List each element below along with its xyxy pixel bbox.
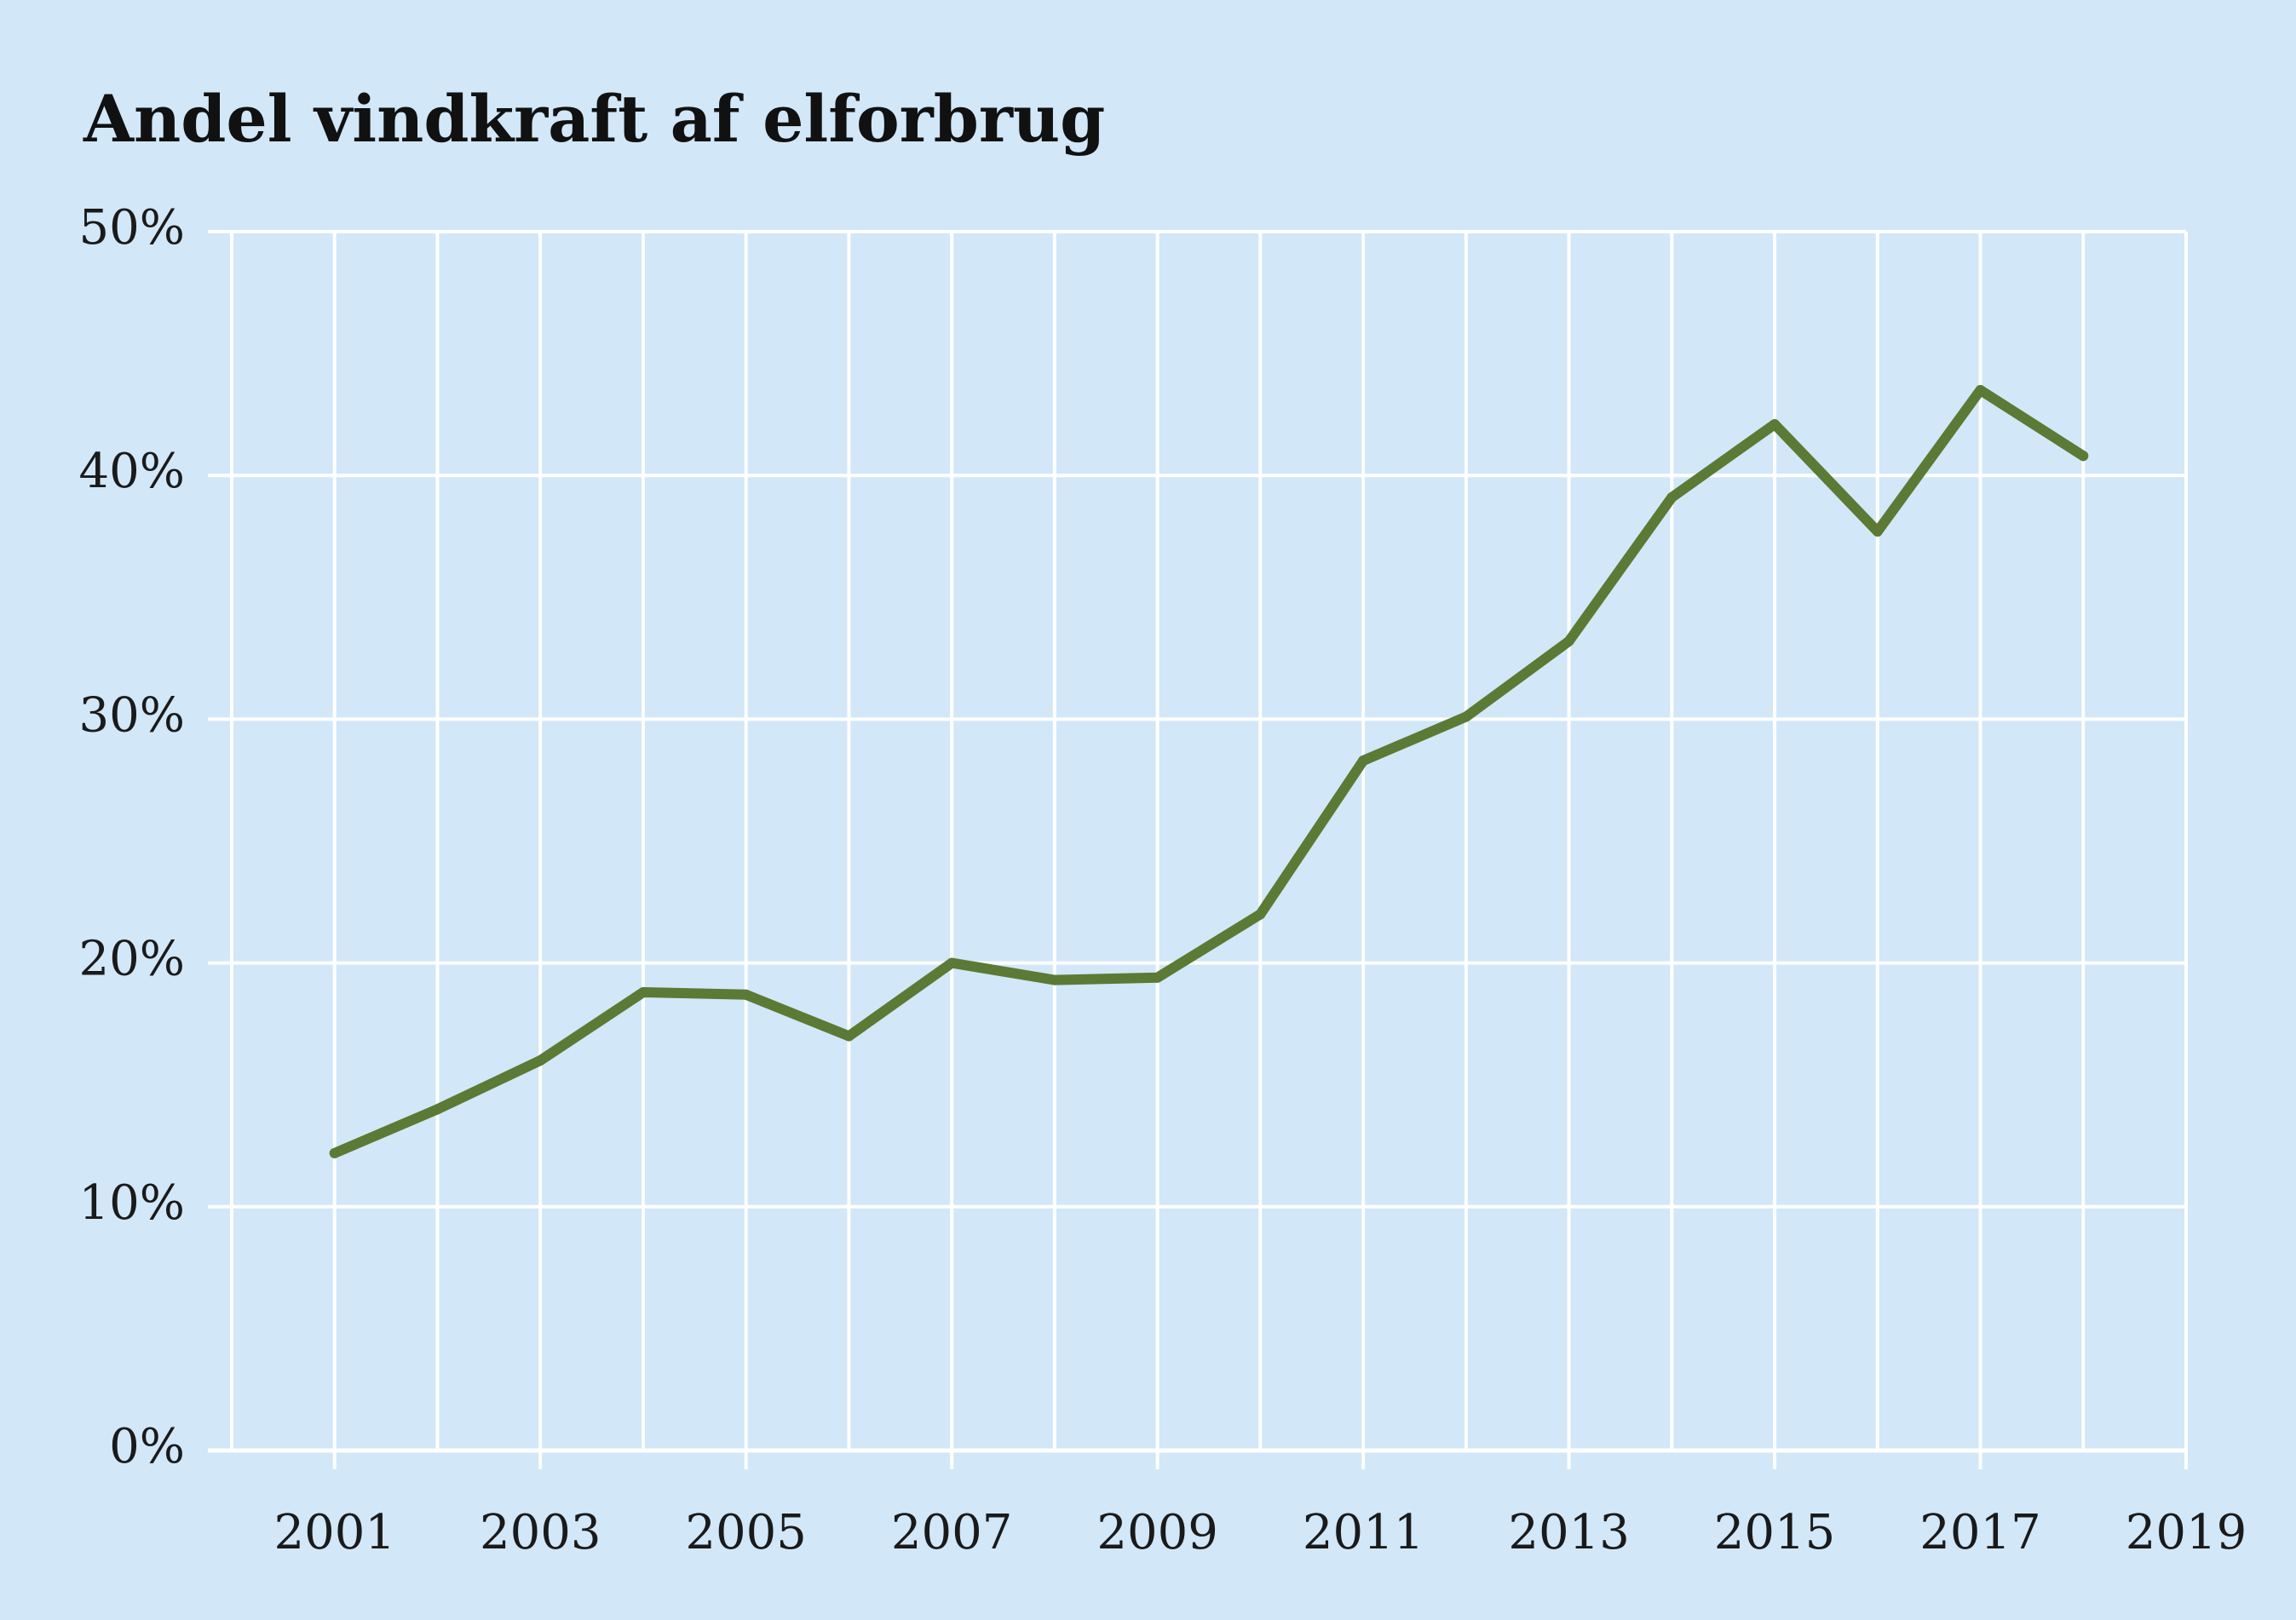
axes [208, 1448, 2188, 1469]
x-tick-label: 2009 [1096, 1505, 1218, 1560]
data-point [432, 1104, 443, 1115]
data-point [329, 1147, 340, 1158]
data-point [1666, 491, 1677, 503]
data-point [535, 1055, 546, 1066]
series-line [329, 385, 2089, 1158]
y-tick-label: 0% [109, 1419, 185, 1474]
data-point [1255, 909, 1266, 920]
data-point [843, 1031, 855, 1042]
x-tick-label: 2015 [1714, 1505, 1836, 1560]
x-axis-tick-labels: 2001 2003 2005 2007 2009 2011 2013 2015 2017 2019 [273, 1505, 2247, 1560]
data-point [1358, 755, 1369, 767]
y-tick-label: 10% [79, 1175, 185, 1231]
data-point [637, 986, 648, 997]
data-point [1872, 526, 1883, 537]
x-tick-label: 2017 [1919, 1505, 2041, 1560]
x-tick-label: 2011 [1303, 1505, 1424, 1560]
x-tick-label: 2005 [685, 1505, 807, 1560]
chart-title: Andel vindkraft af elforbrug [83, 81, 1106, 157]
grid-lines [208, 230, 2188, 1452]
x-tick-label: 2001 [273, 1505, 395, 1560]
y-tick-label: 30% [79, 687, 185, 743]
data-point [1975, 385, 1986, 396]
y-axis-tick-labels: 0% 10% 20% 30% 40% 50% [79, 200, 185, 1474]
data-point [740, 989, 751, 1000]
x-tick-label: 2007 [891, 1505, 1013, 1560]
y-tick-label: 40% [79, 444, 185, 499]
y-tick-label: 50% [79, 200, 185, 256]
data-point [1563, 635, 1574, 646]
data-point [1460, 711, 1471, 722]
data-point [947, 957, 958, 968]
x-tick-label: 2013 [1508, 1505, 1630, 1560]
x-tick-label: 2003 [480, 1505, 601, 1560]
y-tick-label: 20% [79, 932, 185, 987]
x-tick-label: 2019 [2126, 1505, 2247, 1560]
series [329, 385, 2089, 1158]
data-point [1769, 419, 1781, 430]
data-point [1049, 974, 1060, 985]
data-point [1152, 972, 1163, 983]
data-point [2078, 451, 2089, 462]
